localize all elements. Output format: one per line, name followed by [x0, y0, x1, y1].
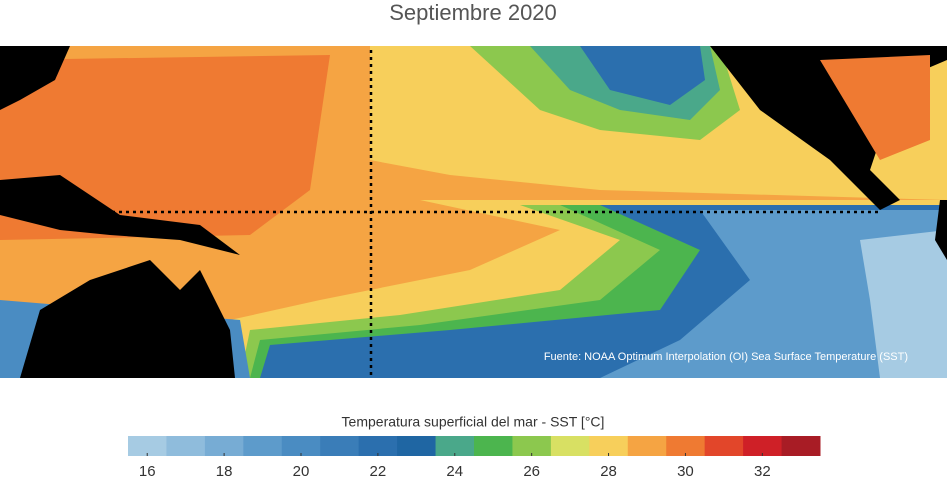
colorbar: 16 18 20 22 24 26 28 30 32	[128, 436, 821, 480]
colorbar-bin	[589, 436, 629, 456]
colorbar-bin	[166, 436, 206, 456]
sst-map	[0, 46, 947, 378]
source-note: Fuente: NOAA Optimum Interpolation (OI) …	[544, 351, 908, 363]
colorbar-bin	[358, 436, 398, 456]
colorbar-bin	[243, 436, 283, 456]
colorbar-bin	[320, 436, 360, 456]
colorbar-tick-label: 28	[600, 463, 617, 480]
colorbar-bin	[704, 436, 744, 456]
colorbar-bin	[512, 436, 552, 456]
colorbar-tick-label: 26	[523, 463, 540, 480]
colorbar-bin	[666, 436, 706, 456]
colorbar-label: Temperatura superficial del mar - SST [°…	[342, 414, 605, 430]
title: Septiembre 2020	[389, 0, 557, 25]
colorbar-bin	[204, 436, 244, 456]
colorbar-tick-label: 18	[216, 463, 233, 480]
colorbar-tick-label: 32	[754, 463, 771, 480]
colorbar-bin	[743, 436, 783, 456]
colorbar-bin	[550, 436, 590, 456]
colorbar-bin	[627, 436, 667, 456]
colorbar-tick-label: 20	[293, 463, 310, 480]
colorbar-bin	[781, 436, 821, 456]
colorbar-tick-label: 30	[677, 463, 694, 480]
colorbar-bin	[128, 436, 167, 456]
colorbar-tick-label: 16	[139, 463, 156, 480]
colorbar-bin	[397, 436, 437, 456]
colorbar-tick-label: 22	[370, 463, 387, 480]
colorbar-tick-label: 24	[446, 463, 463, 480]
colorbar-bin	[435, 436, 475, 456]
colorbar-bin	[281, 436, 321, 456]
colorbar-bin	[474, 436, 513, 456]
